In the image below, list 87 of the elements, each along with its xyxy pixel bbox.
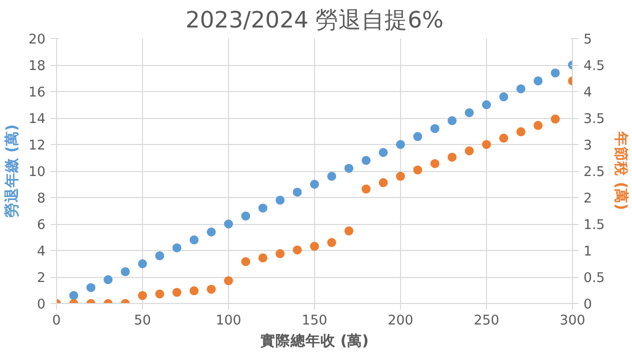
y2-tick-label: 2.5 — [584, 165, 605, 180]
y2-tick-label: 3 — [584, 138, 592, 154]
point — [327, 238, 336, 248]
point — [172, 288, 182, 297]
point — [258, 253, 268, 262]
point — [430, 159, 440, 168]
point — [482, 100, 491, 110]
point — [241, 257, 250, 266]
point — [206, 284, 216, 294]
point — [241, 212, 250, 221]
point — [499, 134, 508, 143]
point — [378, 178, 388, 188]
point — [155, 289, 164, 298]
point — [206, 227, 216, 236]
point — [86, 283, 96, 292]
point — [430, 124, 440, 134]
y-tick-label: 2 — [37, 271, 46, 286]
point — [550, 114, 560, 124]
point — [550, 68, 560, 78]
x-tick-label: 50 — [134, 314, 151, 328]
point — [138, 259, 147, 268]
y-tick-label: 14 — [28, 112, 46, 127]
x-tick-label: 100 — [216, 314, 242, 328]
y2-tick-label: 5 — [584, 32, 592, 48]
x-tick-label: 250 — [474, 314, 500, 328]
point — [104, 275, 113, 284]
point — [464, 108, 474, 118]
y2-tick-label: 2 — [584, 192, 592, 206]
y2-tick-label: 4.5 — [584, 59, 605, 74]
point — [292, 188, 302, 197]
point — [464, 146, 474, 156]
y2-tick-label: 0.5 — [584, 271, 605, 286]
point — [413, 165, 422, 174]
point — [224, 276, 233, 286]
chart-title: 2023/2024 勞退自提6% — [185, 8, 444, 34]
y2-tick-label: 1 — [584, 244, 592, 260]
x-tick-label: 0 — [52, 314, 61, 328]
point — [534, 76, 543, 86]
point — [344, 164, 354, 173]
point — [276, 196, 285, 205]
point — [120, 267, 130, 276]
point — [482, 140, 491, 149]
point — [310, 242, 319, 251]
y-tick-label: 10 — [28, 165, 46, 180]
point — [413, 132, 422, 142]
point — [190, 286, 199, 296]
point — [448, 152, 457, 162]
point — [362, 156, 371, 165]
y-axis-title: 勞退年繳 (萬) — [4, 124, 21, 219]
y-tick-label: 16 — [28, 86, 46, 100]
point — [258, 204, 268, 213]
point — [448, 116, 457, 126]
point — [138, 291, 147, 300]
point — [499, 92, 508, 102]
point — [327, 172, 336, 181]
x-tick-label: 300 — [560, 314, 586, 328]
point — [276, 249, 285, 258]
y-tick-label: 8 — [37, 192, 46, 206]
point — [292, 245, 302, 254]
y-tick-label: 18 — [28, 59, 46, 74]
point — [310, 180, 319, 189]
point — [378, 148, 388, 157]
y-tick-label: 6 — [37, 218, 46, 233]
point — [534, 120, 543, 130]
point — [516, 84, 526, 94]
y2-tick-label: 4 — [584, 86, 592, 100]
y-tick-label: 20 — [28, 32, 46, 48]
point — [344, 226, 354, 236]
point — [224, 220, 233, 228]
point — [155, 251, 164, 260]
y-tick-label: 12 — [28, 138, 46, 154]
y2-tick-label: 3.5 — [584, 112, 605, 127]
point — [396, 140, 405, 149]
x-tick-label: 200 — [388, 314, 414, 328]
point — [190, 235, 199, 244]
y2-axis-title: 年節稅 (萬) — [612, 130, 630, 210]
y-tick-label: 4 — [37, 244, 46, 260]
point — [396, 172, 405, 181]
x-axis-title: 實際總年收 (萬) — [260, 332, 369, 350]
y-tick-label: 0 — [37, 298, 46, 312]
point — [362, 184, 371, 194]
x-tick-label: 150 — [302, 314, 328, 328]
point — [516, 127, 526, 136]
point — [69, 291, 78, 300]
y2-tick-label: 1.5 — [584, 218, 605, 233]
y2-tick-label: 0 — [584, 298, 592, 312]
point — [172, 243, 182, 252]
